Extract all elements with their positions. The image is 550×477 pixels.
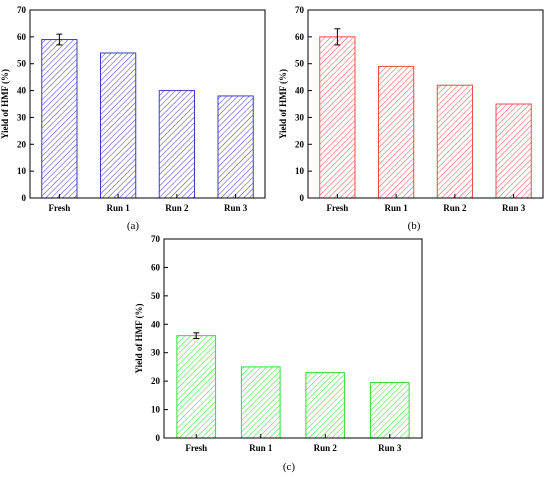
y-tick-label: 20 [295,139,305,149]
y-tick-label: 50 [17,59,27,69]
y-tick-label: 0 [156,433,161,443]
bar-run-2 [436,84,473,199]
x-tick-label: Run 2 [443,203,467,213]
bar-fresh [176,335,217,439]
x-tick-label: Run 3 [502,203,526,213]
y-tick-label: 0 [300,193,305,203]
y-tick-label: 50 [295,59,305,69]
y-tick-label: 10 [295,166,305,176]
bar-run-3 [495,103,532,199]
y-tick-label: 20 [151,376,161,386]
y-tick-label: 50 [151,291,161,301]
chart-panel-3: 0 10 20 30 40 50 60 70 Fresh Run 1 Run 2 Run 3 Yield… [134,234,423,473]
chart-panel-1: 0 10 20 30 40 50 60 70 Fresh Run 1 Run 2 Run 3 Yield… [0,5,266,232]
y-tick-label: 40 [295,86,305,96]
chart-panel-2: 0 10 20 30 40 50 60 70 Fresh Run 1 Run 2 Run 3 Yield… [278,5,544,232]
bar-run-2 [158,90,195,199]
x-tick-label: Run 2 [165,203,189,213]
x-tick-label: Run 3 [378,443,402,453]
x-tick-label: Fresh [48,203,70,213]
bar-run-1 [378,65,415,199]
y-tick-label: 30 [295,112,305,122]
y-tick-label: 20 [17,139,27,149]
y-tick-label: 40 [151,319,161,329]
plot-frame [29,9,266,199]
x-tick-label: Run 3 [224,203,248,213]
panel-label: (b) [408,220,421,232]
x-tick-label: Fresh [326,203,348,213]
y-tick-label: 60 [295,32,305,42]
panel-label: (a) [127,220,140,232]
x-tick-label: Fresh [185,443,207,453]
bar-run-2 [305,372,346,439]
y-tick-label: 10 [17,166,27,176]
y-tick-label: 60 [17,32,27,42]
y-tick-label: 70 [17,5,27,15]
y-tick-label: 0 [22,193,27,203]
y-tick-label: 30 [17,112,27,122]
plot-frame [307,9,544,199]
bar-run-1 [100,52,137,199]
y-tick-label: 70 [151,234,161,244]
x-tick-label: Run 2 [314,443,338,453]
y-axis-title: Yield of HMF (%) [278,69,288,139]
bar-run-1 [240,366,281,439]
panel-label: (c) [283,461,296,473]
bar-fresh [41,39,78,199]
y-tick-label: 70 [295,5,305,15]
bar-fresh [319,36,356,199]
bar-run-3 [217,95,254,199]
x-tick-label: Run 1 [249,443,273,453]
x-tick-label: Run 1 [106,203,130,213]
bar-run-3 [369,382,410,439]
y-axis-title: Yield of HMF (%) [0,69,10,139]
plot-frame [163,238,423,439]
y-tick-label: 60 [151,262,161,272]
y-tick-label: 40 [17,86,27,96]
x-tick-label: Run 1 [384,203,408,213]
y-axis-title: Yield of HMF (%) [134,303,144,373]
y-tick-label: 10 [151,405,161,415]
y-tick-label: 30 [151,348,161,358]
